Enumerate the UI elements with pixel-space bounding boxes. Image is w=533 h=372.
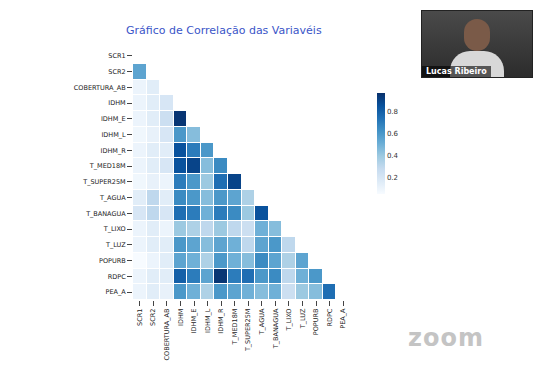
svg-text:IDHM_L: IDHM_L [204,308,212,333]
svg-text:T_SUPER25M: T_SUPER25M [244,309,252,353]
svg-text:COBERTURA_AB: COBERTURA_AB [74,84,126,92]
svg-text:T_MED18M: T_MED18M [89,162,126,170]
svg-text:T_LIXO: T_LIXO [285,309,293,332]
svg-text:IDHM_R: IDHM_R [217,308,225,334]
svg-text:T_BANAGUA: T_BANAGUA [85,210,126,218]
svg-text:IDHM: IDHM [108,99,125,107]
svg-text:RDPC: RDPC [108,273,126,281]
svg-text:PEA_A: PEA_A [106,288,127,296]
svg-text:IDHM_R: IDHM_R [101,147,127,155]
svg-text:PEA_A: PEA_A [339,308,347,329]
svg-text:SCR2: SCR2 [149,309,157,326]
svg-text:COBERTURA_AB: COBERTURA_AB [163,309,171,361]
svg-text:T_LIXO: T_LIXO [103,225,126,233]
svg-text:T_AGUA: T_AGUA [258,308,266,335]
svg-text:0.8: 0.8 [387,108,398,116]
svg-text:POPURB: POPURB [312,309,320,336]
html-text:zoom: zoom [408,324,484,352]
svg-text:POPURB: POPURB [99,257,126,265]
svg-text:0.4: 0.4 [387,152,399,160]
svg-text:Gráfico de Correlação das Vari: Gráfico de Correlação das Variavéis [126,24,322,37]
svg-text:IDHM_E: IDHM_E [101,115,126,123]
svg-text:T_AGUA: T_AGUA [99,194,126,202]
svg-text:T_SUPER25M: T_SUPER25M [82,178,126,186]
html-text:Lucas Ribeiro: Lucas Ribeiro [426,67,487,76]
svg-text:SCR2: SCR2 [108,68,125,76]
svg-text:RDPC: RDPC [326,308,334,326]
svg-text:T_LUZ: T_LUZ [299,308,307,329]
svg-text:IDHM_L: IDHM_L [101,131,126,139]
svg-text:0.2: 0.2 [387,174,398,182]
svg-text:SCR1: SCR1 [108,52,125,60]
svg-text:IDHM: IDHM [177,309,185,326]
svg-text:T_MED18M: T_MED18M [231,309,239,346]
svg-text:T_LUZ: T_LUZ [105,241,126,249]
svg-text:0.6: 0.6 [387,130,399,138]
svg-text:SCR1: SCR1 [136,309,144,326]
svg-text:IDHM_E: IDHM_E [190,309,198,334]
svg-text:T_BANAGUA: T_BANAGUA [272,308,280,349]
